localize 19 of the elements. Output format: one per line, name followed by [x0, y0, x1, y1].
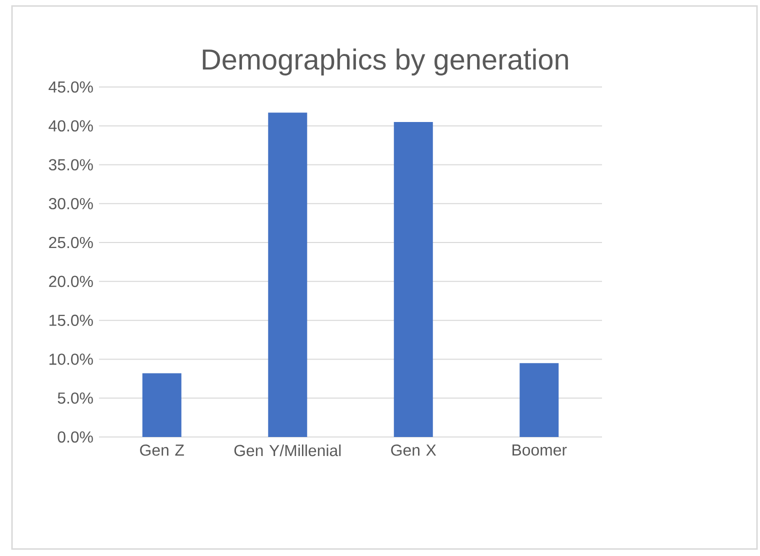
bar — [268, 112, 308, 437]
y-tick-label: 45.0% — [48, 81, 93, 93]
x-tick-label: Boomer — [512, 444, 567, 456]
bar — [394, 122, 433, 437]
y-tick-label: 25.0% — [49, 236, 93, 248]
y-tick-label: 0.0% — [58, 431, 93, 443]
y-tick-label: 5.0% — [58, 392, 93, 404]
x-tick-label: Gen Z — [140, 444, 184, 456]
y-tick-label: 35.0% — [48, 159, 93, 170]
bar — [520, 363, 559, 437]
y-tick-label: 20.0% — [49, 276, 93, 288]
y-tick-label: 40.0% — [48, 120, 93, 132]
bar — [142, 373, 182, 437]
y-tick-label: 30.0% — [48, 198, 93, 210]
x-tick-label: Gen Y/Millenial — [234, 444, 341, 456]
y-tick-label: 15.0% — [50, 314, 93, 326]
y-tick-label: 10.0% — [50, 354, 93, 365]
x-tick-label: Gen X — [391, 444, 436, 456]
chart-title: Demographics by generation — [202, 48, 568, 76]
